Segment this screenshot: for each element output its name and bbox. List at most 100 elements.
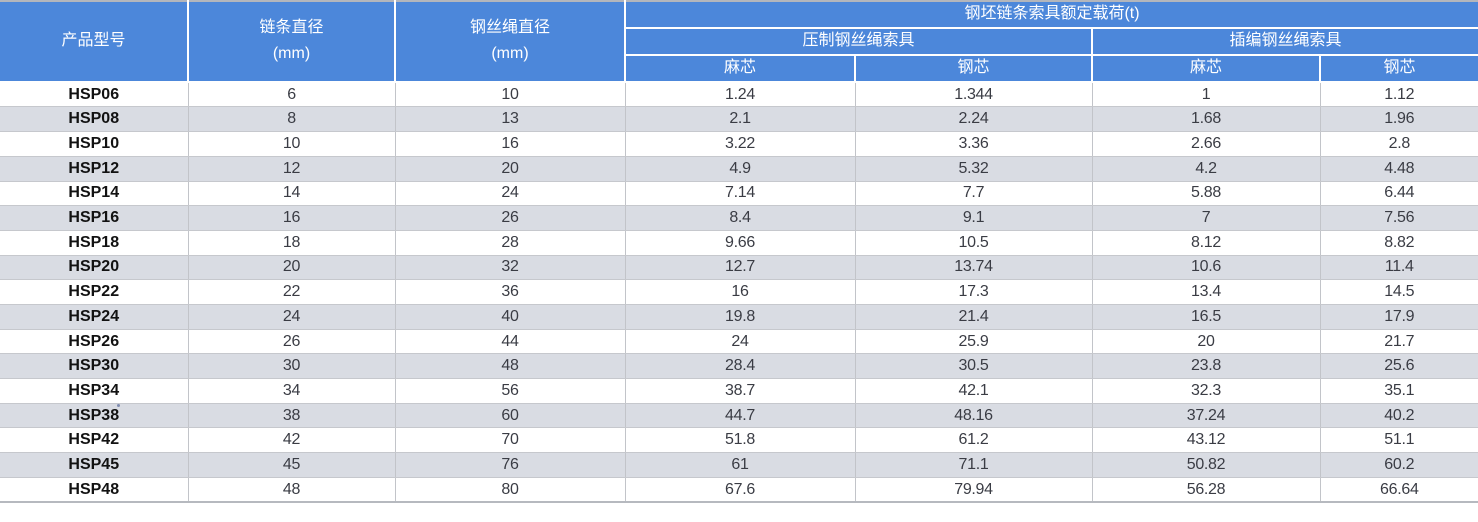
cell-model: HSP48 xyxy=(0,476,189,504)
cell-braided-hemp: 32.3 xyxy=(1091,378,1321,404)
cell-braided-steel: 6.44 xyxy=(1319,180,1478,207)
cell-model: HSP16 xyxy=(0,205,189,231)
header-chain-diameter-unit: (mm) xyxy=(272,45,311,63)
table-row: HSP38 38 60 44.7 48.16 37.24 40.2 xyxy=(0,402,1478,429)
cell-braided-hemp: 37.24 xyxy=(1091,402,1321,429)
cell-pressed-hemp: 2.1 xyxy=(624,106,856,133)
cell-pressed-steel: 21.4 xyxy=(854,303,1093,330)
cell-braided-hemp: 56.28 xyxy=(1091,476,1321,504)
cell-pressed-steel: 9.1 xyxy=(854,205,1093,231)
cell-model: HSP42 xyxy=(0,427,189,454)
cell-chain: 12 xyxy=(187,155,396,182)
cell-rope: 32 xyxy=(394,254,626,281)
cell-pressed-hemp: 51.8 xyxy=(624,427,856,454)
cell-braided-hemp: 8.12 xyxy=(1091,229,1321,256)
cell-model: HSP45 xyxy=(0,452,189,478)
cell-pressed-hemp: 67.6 xyxy=(624,476,856,504)
cell-braided-steel: 21.7 xyxy=(1319,328,1478,355)
cell-chain: 14 xyxy=(187,180,396,207)
table-row: HSP48 48 80 67.6 79.94 56.28 66.64 xyxy=(0,476,1478,504)
cell-pressed-steel: 5.32 xyxy=(854,155,1093,182)
cell-braided-hemp: 1.68 xyxy=(1091,106,1321,133)
cell-braided-steel: 66.64 xyxy=(1319,476,1478,504)
cell-braided-hemp: 5.88 xyxy=(1091,180,1321,207)
cell-braided-steel: 17.9 xyxy=(1319,303,1478,330)
cell-braided-steel: 14.5 xyxy=(1319,279,1478,305)
cell-braided-steel: 4.48 xyxy=(1319,155,1478,182)
header-chain-diameter: 链条直径 (mm) xyxy=(187,0,396,83)
cell-model: HSP30 xyxy=(0,353,189,380)
cell-rope: 56 xyxy=(394,378,626,404)
table-row: HSP16 16 26 8.4 9.1 7 7.56 xyxy=(0,205,1478,231)
cell-rope: 40 xyxy=(394,303,626,330)
cell-pressed-steel: 48.16 xyxy=(854,402,1093,429)
header-chain-diameter-title: 链条直径 xyxy=(259,19,324,37)
cell-braided-hemp: 23.8 xyxy=(1091,353,1321,380)
header-braided-hemp-core: 麻芯 xyxy=(1091,53,1321,83)
cell-chain: 34 xyxy=(187,378,396,404)
cell-model: HSP08 xyxy=(0,106,189,133)
cell-braided-steel: 25.6 xyxy=(1319,353,1478,380)
cell-rope: 60 xyxy=(394,402,626,429)
cell-braided-steel: 2.8 xyxy=(1319,131,1478,157)
cell-pressed-hemp: 16 xyxy=(624,279,856,305)
cell-pressed-hemp: 8.4 xyxy=(624,205,856,231)
cell-pressed-hemp: 12.7 xyxy=(624,254,856,281)
cell-pressed-hemp: 28.4 xyxy=(624,353,856,380)
cell-braided-steel: 7.56 xyxy=(1319,205,1478,231)
cell-pressed-hemp: 44.7 xyxy=(624,402,856,429)
header-product-model: 产品型号 xyxy=(0,0,189,83)
cell-braided-steel: 1.12 xyxy=(1319,81,1478,108)
table-row: HSP20 20 32 12.7 13.74 10.6 11.4 xyxy=(0,254,1478,281)
cell-rope: 70 xyxy=(394,427,626,454)
cell-pressed-steel: 7.7 xyxy=(854,180,1093,207)
cell-braided-hemp: 7 xyxy=(1091,205,1321,231)
cell-braided-steel: 40.2 xyxy=(1319,402,1478,429)
cell-pressed-hemp: 1.24 xyxy=(624,81,856,108)
cell-model: HSP26 xyxy=(0,328,189,355)
cell-chain: 18 xyxy=(187,229,396,256)
cell-braided-steel: 8.82 xyxy=(1319,229,1478,256)
header-rated-load-group: 钢坯链条索具额定载荷(t) xyxy=(623,0,1478,29)
cell-pressed-steel: 61.2 xyxy=(854,427,1093,454)
header-braided-group: 插编钢丝绳索具 xyxy=(1090,26,1478,56)
cell-chain: 38 xyxy=(187,402,396,429)
cell-chain: 42 xyxy=(187,427,396,454)
cell-rope: 28 xyxy=(394,229,626,256)
cell-braided-steel: 35.1 xyxy=(1319,378,1478,404)
cell-pressed-hemp: 9.66 xyxy=(624,229,856,256)
cell-pressed-steel: 79.94 xyxy=(854,476,1093,504)
cell-model: HSP38 xyxy=(0,402,189,429)
cell-chain: 48 xyxy=(187,476,396,504)
cell-chain: 26 xyxy=(187,328,396,355)
table-row: HSP22 22 36 16 17.3 13.4 14.5 xyxy=(0,279,1478,305)
cell-pressed-hemp: 24 xyxy=(624,328,856,355)
table-row: HSP45 45 76 61 71.1 50.82 60.2 xyxy=(0,452,1478,478)
cell-pressed-steel: 13.74 xyxy=(854,254,1093,281)
cell-rope: 16 xyxy=(394,131,626,157)
cell-braided-steel: 1.96 xyxy=(1319,106,1478,133)
header-braided-steel-core: 钢芯 xyxy=(1318,53,1478,83)
cell-chain: 10 xyxy=(187,131,396,157)
cell-braided-hemp: 10.6 xyxy=(1091,254,1321,281)
header-rope-diameter: 钢丝绳直径 (mm) xyxy=(394,0,626,83)
cell-model: HSP06 xyxy=(0,81,189,108)
table-row: HSP24 24 40 19.8 21.4 16.5 17.9 xyxy=(0,303,1478,330)
cell-braided-hemp: 1 xyxy=(1091,81,1321,108)
cell-pressed-steel: 25.9 xyxy=(854,328,1093,355)
cell-pressed-steel: 17.3 xyxy=(854,279,1093,305)
cell-model: HSP14 xyxy=(0,180,189,207)
cell-braided-hemp: 43.12 xyxy=(1091,427,1321,454)
cell-rope: 48 xyxy=(394,353,626,380)
cell-rope: 13 xyxy=(394,106,626,133)
cell-pressed-steel: 71.1 xyxy=(854,452,1093,478)
cell-braided-steel: 11.4 xyxy=(1319,254,1478,281)
stray-dot-artifact xyxy=(117,404,120,407)
cell-chain: 16 xyxy=(187,205,396,231)
cell-model: HSP12 xyxy=(0,155,189,182)
header-rope-diameter-unit: (mm) xyxy=(491,45,529,63)
cell-braided-steel: 60.2 xyxy=(1319,452,1478,478)
table-row: HSP34 34 56 38.7 42.1 32.3 35.1 xyxy=(0,378,1478,404)
cell-chain: 6 xyxy=(187,81,396,108)
